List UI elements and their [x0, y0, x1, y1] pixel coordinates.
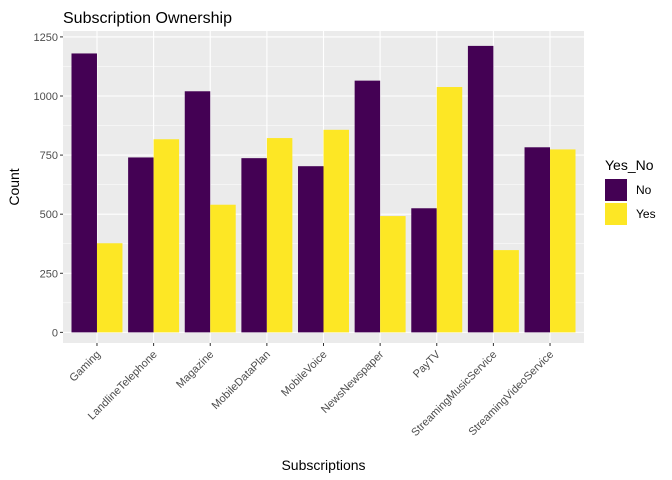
- bar-no-paytv: [411, 208, 437, 333]
- bar-yes-mobilevoice: [323, 129, 349, 333]
- bar-no-gaming: [71, 53, 97, 333]
- bar-no-mobilevoice: [298, 166, 324, 333]
- legend-key-no: [605, 179, 627, 201]
- bar-yes-gaming: [96, 243, 123, 333]
- legend: Yes_No No Yes: [605, 157, 656, 225]
- y-tick-label: 0: [52, 327, 58, 339]
- bar-no-landlinetelephone: [128, 157, 154, 333]
- bar-no-magazine: [184, 91, 211, 333]
- legend-key-yes: [605, 203, 627, 225]
- y-tick-label: 1250: [34, 32, 58, 44]
- y-tick-label: 1000: [34, 91, 58, 103]
- bar-yes-magazine: [210, 204, 236, 333]
- bar-yes-paytv: [436, 87, 463, 333]
- x-tick-label: Gaming: [67, 349, 103, 385]
- bar-no-mobiledataplan: [241, 158, 267, 333]
- x-tick-label: PayTV: [411, 348, 443, 380]
- y-tick-label: 250: [40, 268, 58, 280]
- x-axis-title: Subscriptions: [281, 457, 365, 473]
- bars: [71, 45, 576, 333]
- legend-title: Yes_No: [605, 157, 654, 173]
- y-axis-ticks: 0 250 500 750 1000 1250: [34, 32, 63, 339]
- bar-no-newsnewspaper: [354, 80, 381, 333]
- bar-no-streamingvideoservice: [524, 147, 551, 333]
- chart-title: Subscription Ownership: [63, 10, 232, 27]
- bar-yes-landlinetelephone: [153, 139, 180, 333]
- bar-no-streamingmusicservice: [467, 45, 494, 333]
- bar-yes-mobiledataplan: [266, 138, 293, 333]
- x-tick-label: MobileDataPlan: [210, 349, 273, 412]
- x-tick-label: Magazine: [174, 349, 216, 391]
- bar-yes-newsnewspaper: [380, 216, 406, 333]
- bar-yes-streamingmusicservice: [493, 250, 519, 333]
- bar-yes-streamingvideoservice: [550, 149, 576, 333]
- y-tick-label: 750: [40, 150, 58, 162]
- y-tick-label: 500: [40, 209, 58, 221]
- x-tick-label: NewsNewspaper: [319, 348, 387, 416]
- x-tick-label: MobileVoice: [279, 349, 329, 399]
- legend-label-no: No: [636, 183, 652, 197]
- y-axis-title: Count: [6, 168, 22, 205]
- legend-label-yes: Yes: [636, 207, 656, 221]
